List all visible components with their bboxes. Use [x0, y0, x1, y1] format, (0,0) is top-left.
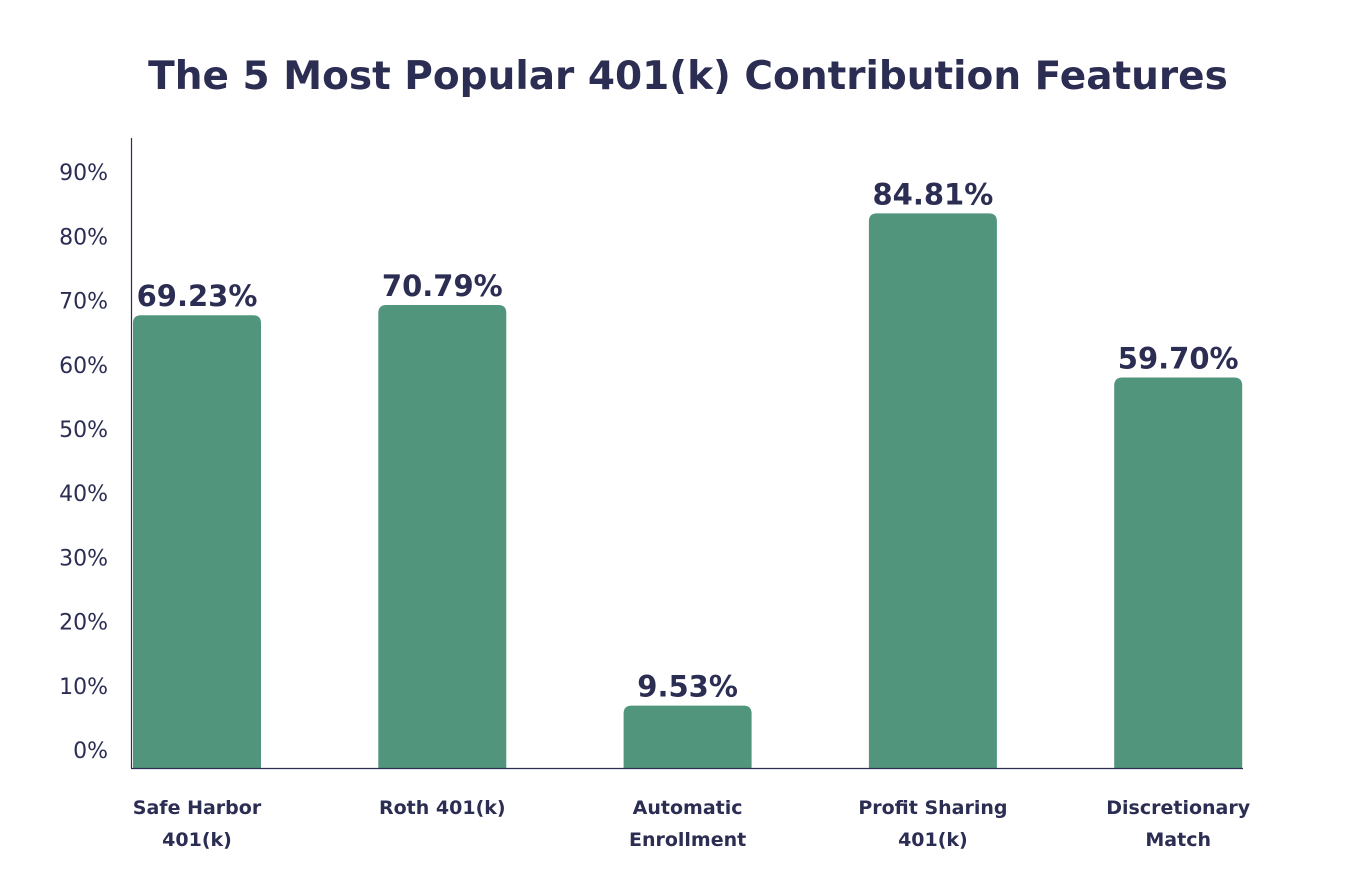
y-tick-label: 60% — [59, 354, 108, 379]
y-tick-label: 0% — [73, 739, 108, 764]
category-label: Safe Harbor — [133, 797, 262, 819]
bar — [378, 305, 507, 768]
bar — [623, 705, 752, 768]
bars: 69.23% 70.79% 9.53% 84.81% 59.70% — [133, 177, 1243, 769]
y-axis-ticks: 0% 10% 20% 30% 40% 50% 60% 70% 80% 90% — [59, 161, 108, 764]
category-label: 401(k) — [162, 829, 232, 851]
data-label: 69.23% — [137, 279, 258, 313]
category-label: Discretionary — [1106, 797, 1250, 819]
y-tick-label: 90% — [59, 161, 108, 186]
bar — [133, 315, 261, 768]
y-tick-label: 20% — [59, 611, 108, 636]
y-tick-label: 10% — [59, 675, 108, 700]
category-label: Enrollment — [629, 829, 746, 851]
bar — [868, 213, 997, 769]
y-tick-label: 80% — [59, 225, 108, 250]
category-label: 401(k) — [898, 829, 968, 851]
category-label: Match — [1145, 829, 1211, 851]
chart-title: The 5 Most Popular 401(k) Contribution F… — [148, 54, 1228, 99]
data-label: 70.79% — [382, 269, 503, 303]
y-tick-label: 40% — [59, 482, 108, 507]
y-tick-label: 70% — [59, 290, 108, 315]
bar — [1114, 377, 1243, 768]
y-tick-label: 50% — [59, 418, 108, 443]
category-label: Automatic — [633, 797, 743, 819]
x-axis-labels: Safe Harbor 401(k) Roth 401(k) Automatic Enr… — [133, 797, 1251, 851]
data-label: 84.81% — [873, 177, 994, 211]
y-tick-label: 30% — [59, 546, 108, 571]
category-label: Profit Sharing — [858, 797, 1007, 819]
data-label: 59.70% — [1118, 342, 1239, 376]
data-label: 9.53% — [637, 670, 738, 704]
category-label: Roth 401(k) — [379, 797, 506, 819]
